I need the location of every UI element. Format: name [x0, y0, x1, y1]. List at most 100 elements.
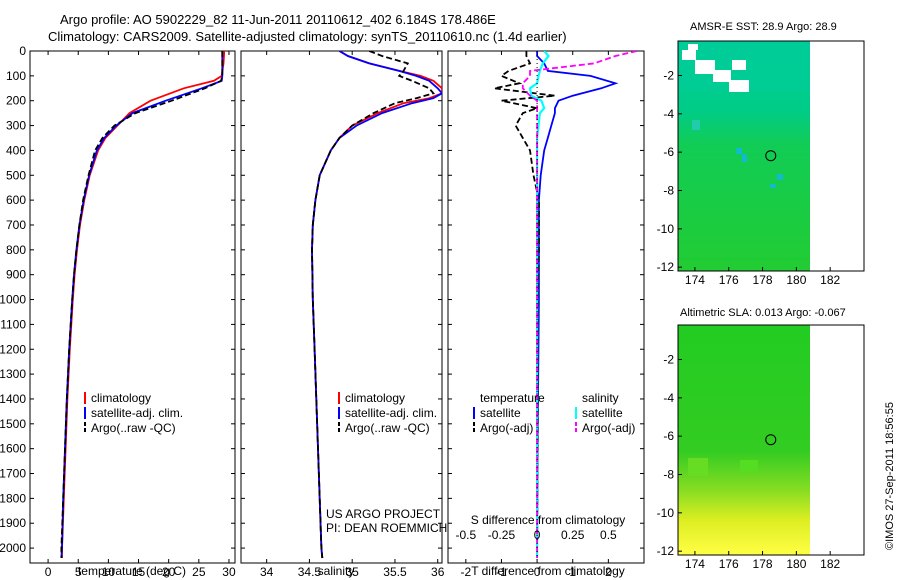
temperature-panel: 0 5 10 15 20 25 30 temperature (deg C) climato…	[29, 50, 236, 579]
x-tick-label: 5	[75, 565, 82, 579]
legend-t-argo: Argo(-adj)	[480, 421, 533, 435]
depth-tick-label: 1600	[0, 442, 26, 456]
map-x-tick-label: 180	[786, 557, 806, 571]
difference-x-axis: -2 -1 0 1 2	[448, 50, 644, 579]
salinity-frame	[240, 50, 443, 564]
sla-patch-2	[688, 458, 708, 476]
legend-s-sat: satellite	[582, 406, 623, 420]
x-tick-label: 34	[260, 565, 274, 579]
sla-map: Altimetric SLA: 0.013 Argo: -0.067 174 17…	[657, 307, 865, 572]
argo-line	[60, 51, 224, 558]
t-argo-line	[494, 51, 556, 558]
map-x-tick-label: 174	[685, 557, 705, 571]
salinity-lines	[311, 51, 442, 559]
figure-title-line1: Argo profile: AO 5902229_82 11-Jun-2011 …	[60, 12, 496, 27]
s-tick-label: 0	[534, 528, 541, 542]
map-y-tick-label: -8	[663, 184, 674, 198]
legend-s-argo: Argo(-adj)	[582, 421, 635, 435]
map-x-tick-label: 180	[786, 273, 806, 287]
s-difference-axis: -0.5 -0.25 0 0.25 0.5	[455, 528, 617, 542]
depth-tick-label: 1300	[0, 367, 26, 381]
temperature-x-axis: 0 5 10 15 20 25 30	[30, 50, 236, 579]
satellite-line	[60, 51, 224, 559]
x-tick-label: 30	[222, 565, 236, 579]
depth-tick-label: 1700	[0, 467, 26, 481]
s-tick-label: 0.5	[600, 528, 617, 542]
s-tick-label: -0.25	[488, 528, 516, 542]
map-y-tick-label: -6	[663, 145, 674, 159]
depth-tick-label: 500	[6, 168, 26, 182]
map-x-tick-label: 174	[685, 273, 705, 287]
legend-salinity-head: salinity	[582, 391, 619, 405]
figure-title-line2: Climatology: CARS2009. Satellite-adjuste…	[48, 29, 567, 44]
sst-axes: 174 176 178 180 182 -2 -4 -6 -8 -10 -12	[657, 69, 841, 288]
t-satellite-line	[536, 51, 619, 558]
difference-lines	[494, 51, 638, 563]
x-tick-label: -2	[460, 565, 471, 579]
sst-map-title: AMSR-E SST: 28.9 Argo: 28.9	[690, 21, 837, 33]
depth-tick-label: 400	[6, 143, 26, 157]
map-y-tick-label: -2	[663, 353, 674, 367]
depth-tick-label: 900	[6, 268, 26, 282]
sla-no-data	[810, 325, 864, 555]
x-tick-label: 10	[102, 565, 116, 579]
map-y-tick-label: -10	[657, 506, 675, 520]
s-tick-label: -0.5	[455, 528, 476, 542]
depth-tick-label: 1500	[0, 417, 26, 431]
sst-speckles	[692, 120, 783, 188]
depth-tick-label: 1800	[0, 491, 26, 505]
argo-line	[311, 51, 435, 559]
temperature-frame	[29, 50, 236, 564]
map-y-tick-label: -8	[663, 468, 674, 482]
imos-stamp: ©IMOS 27-Sep-2011 18:56:55	[884, 402, 896, 550]
map-x-tick-label: 176	[719, 273, 739, 287]
sst-map: AMSR-E SST: 28.9 Argo: 28.9 174 176 178 180…	[657, 21, 865, 288]
salinity-panel: 34 34.5 35 35.5 36 salinity climatology sate…	[240, 50, 447, 579]
x-tick-label: 0	[45, 565, 52, 579]
sst-no-data	[810, 41, 864, 271]
map-y-tick-label: -12	[657, 260, 675, 274]
t-difference-label: T difference from climatology	[471, 564, 625, 578]
depth-tick-label: 200	[6, 94, 26, 108]
s-difference-label: S difference from climatology	[471, 513, 626, 527]
sla-map-title: Altimetric SLA: 0.013 Argo: -0.067	[680, 307, 846, 319]
x-tick-label: 1	[569, 565, 576, 579]
x-tick-label: 2	[605, 565, 612, 579]
depth-tick-label: 100	[6, 69, 26, 83]
sla-axes: 174 176 178 180 182 -2 -4 -6 -8 -10 -12	[657, 353, 841, 572]
x-tick-label: 20	[162, 565, 176, 579]
legend-satellite: satellite-adj. clim.	[91, 406, 183, 420]
depth-tick-label: 0	[19, 44, 26, 58]
legend-argo: Argo(..raw -QC)	[91, 421, 176, 435]
depth-tick-label: 2000	[0, 541, 26, 555]
salinity-xlabel: salinity	[318, 564, 355, 578]
x-tick-label: 35	[346, 565, 360, 579]
x-tick-label: 0	[534, 565, 541, 579]
salinity-x-axis: 34 34.5 35 35.5 36	[241, 50, 445, 579]
depth-tick-label: 800	[6, 243, 26, 257]
climatology-line	[311, 51, 442, 559]
depth-tick-label: 1000	[0, 293, 26, 307]
sla-patch	[740, 460, 758, 472]
sst-frame	[677, 40, 865, 272]
legend-satellite: satellite-adj. clim.	[345, 406, 437, 420]
difference-panel: -2 -1 0 1 2 S difference from climatology -0…	[447, 50, 645, 579]
x-tick-label: -1	[496, 565, 507, 579]
map-y-tick-label: -12	[657, 544, 675, 558]
legend-argo: Argo(..raw -QC)	[345, 421, 430, 435]
map-x-tick-label: 178	[753, 557, 773, 571]
difference-legend: temperature salinity satellite Argo(-adj…	[473, 391, 635, 435]
x-tick-label: 15	[132, 565, 146, 579]
salinity-legend: climatology satellite-adj. clim. Argo(..…	[338, 391, 437, 435]
s-tick-label: 0.25	[561, 528, 585, 542]
legend-temperature-head: temperature	[480, 391, 545, 405]
x-tick-label: 36	[431, 565, 445, 579]
depth-tick-label: 300	[6, 119, 26, 133]
legend-t-sat: satellite	[480, 406, 521, 420]
difference-frame	[447, 50, 645, 564]
map-x-tick-label: 182	[820, 273, 840, 287]
map-y-tick-label: -6	[663, 429, 674, 443]
map-y-tick-label: -4	[663, 107, 674, 121]
project-label: US ARGO PROJECT	[326, 507, 441, 521]
